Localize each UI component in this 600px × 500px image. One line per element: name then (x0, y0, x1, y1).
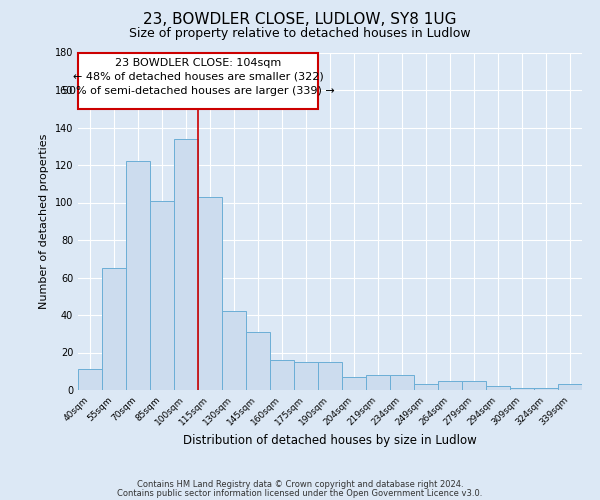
Bar (366, 375, 390, 390)
Bar (174, 138, 198, 390)
Text: ← 48% of detached houses are smaller (322): ← 48% of detached houses are smaller (32… (73, 71, 323, 81)
Text: Contains public sector information licensed under the Open Government Licence v3: Contains public sector information licen… (118, 488, 482, 498)
Bar (414, 384, 438, 390)
Text: 50% of semi-detached houses are larger (339) →: 50% of semi-detached houses are larger (… (62, 86, 334, 96)
Bar (198, 197, 222, 390)
FancyBboxPatch shape (78, 52, 318, 109)
Bar (558, 384, 582, 390)
Bar (222, 311, 246, 390)
Bar (270, 360, 294, 390)
Bar (318, 362, 342, 390)
Bar (438, 380, 462, 390)
Bar (126, 161, 150, 390)
Bar (150, 200, 174, 390)
Bar (534, 388, 558, 390)
Text: 23 BOWDLER CLOSE: 104sqm: 23 BOWDLER CLOSE: 104sqm (115, 58, 281, 68)
Bar (78, 370, 102, 390)
X-axis label: Distribution of detached houses by size in Ludlow: Distribution of detached houses by size … (183, 434, 477, 447)
Text: Contains HM Land Registry data © Crown copyright and database right 2024.: Contains HM Land Registry data © Crown c… (137, 480, 463, 489)
Bar (486, 386, 510, 390)
Bar (510, 388, 534, 390)
Text: Size of property relative to detached houses in Ludlow: Size of property relative to detached ho… (129, 28, 471, 40)
Bar (342, 377, 366, 390)
Y-axis label: Number of detached properties: Number of detached properties (39, 134, 49, 309)
Bar (390, 375, 414, 390)
Bar (462, 380, 486, 390)
Text: 23, BOWDLER CLOSE, LUDLOW, SY8 1UG: 23, BOWDLER CLOSE, LUDLOW, SY8 1UG (143, 12, 457, 28)
Bar (294, 362, 318, 390)
Bar (102, 268, 126, 390)
Bar (246, 332, 270, 390)
